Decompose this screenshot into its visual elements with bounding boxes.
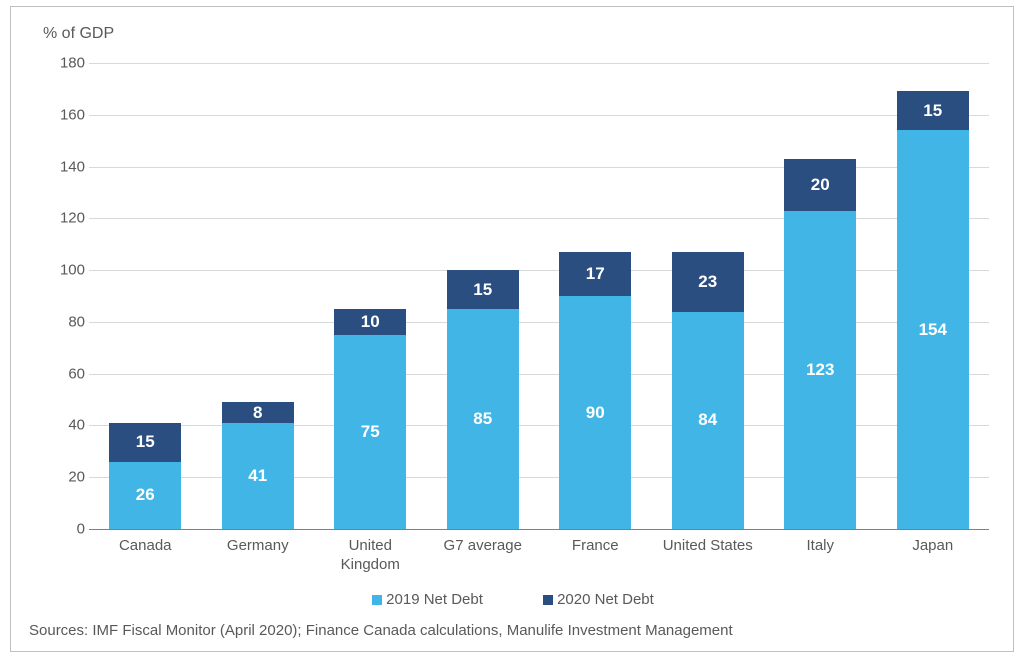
bar-value-label: 20 [784,175,856,195]
bar-group: 123 20 [784,159,856,529]
bar-segment: 20 [784,159,856,211]
bar-segment: 84 [672,312,744,529]
bar-value-label: 15 [897,101,969,121]
bar-group: 84 23 [672,252,744,529]
legend-item-2019: 2019 Net Debt [372,591,483,608]
y-tick-label: 140 [51,158,85,175]
bar-group: 75 10 [334,309,406,529]
x-tick-label: Japan [877,537,990,556]
bar-group: 90 17 [559,252,631,529]
bar-value-label: 41 [222,466,294,486]
chart-frame: % of GDP 2615418751085159017842312320154… [10,6,1014,652]
legend: 2019 Net Debt 2020 Net Debt [11,591,1015,608]
bar-segment: 15 [447,270,519,309]
legend-label-2020: 2020 Net Debt [557,591,654,608]
y-tick-label: 40 [51,417,85,434]
y-tick-label: 160 [51,106,85,123]
bar-value-label: 84 [672,410,744,430]
bar-segment: 17 [559,252,631,296]
y-tick-label: 20 [51,469,85,486]
bar-value-label: 23 [672,272,744,292]
bar-segment: 123 [784,211,856,529]
y-tick-label: 180 [51,55,85,72]
bar-segment: 75 [334,335,406,529]
bar-value-label: 10 [334,312,406,332]
legend-swatch-2019 [372,595,382,605]
x-tick-label: France [539,537,652,556]
bar-value-label: 90 [559,403,631,423]
legend-item-2020: 2020 Net Debt [543,591,654,608]
bar-segment: 10 [334,309,406,335]
y-tick-label: 80 [51,313,85,330]
bar-segment: 154 [897,130,969,529]
bar-segment: 85 [447,309,519,529]
bar-group: 85 15 [447,270,519,529]
bar-group: 41 8 [222,402,294,529]
y-tick-label: 0 [51,521,85,538]
x-axis-line [89,529,989,530]
y-tick-label: 100 [51,262,85,279]
sources-text: Sources: IMF Fiscal Monitor (April 2020)… [29,622,733,639]
bar-segment: 15 [109,423,181,462]
bar-value-label: 85 [447,409,519,429]
bar-value-label: 8 [222,403,294,423]
y-tick-label: 120 [51,210,85,227]
legend-swatch-2020 [543,595,553,605]
bar-group: 26 15 [109,423,181,529]
x-tick-label: United States [652,537,765,556]
bar-value-label: 15 [109,432,181,452]
bar-value-label: 75 [334,422,406,442]
plot-area: 26 15 41 8 75 10 85 15 90 17 84 23 123 20 154 15 [89,63,989,529]
bar-value-label: 123 [784,360,856,380]
legend-label-2019: 2019 Net Debt [386,591,483,608]
bar-segment: 41 [222,423,294,529]
x-tick-label: UnitedKingdom [314,537,427,575]
y-axis-label: % of GDP [43,25,114,43]
bar-segment: 90 [559,296,631,529]
bar-segment: 23 [672,252,744,312]
bar-segment: 8 [222,402,294,423]
bar-segment: 15 [897,91,969,130]
bars-layer: 26 15 41 8 75 10 85 15 90 17 84 23 123 20 154 15 [89,63,989,529]
x-tick-label: Italy [764,537,877,556]
bar-group: 154 15 [897,91,969,529]
bar-value-label: 15 [447,280,519,300]
bar-value-label: 26 [109,485,181,505]
x-tick-label: Canada [89,537,202,556]
bar-value-label: 154 [897,320,969,340]
bar-segment: 26 [109,462,181,529]
y-tick-label: 60 [51,365,85,382]
x-tick-label: G7 average [427,537,540,556]
x-tick-label: Germany [202,537,315,556]
bar-value-label: 17 [559,264,631,284]
